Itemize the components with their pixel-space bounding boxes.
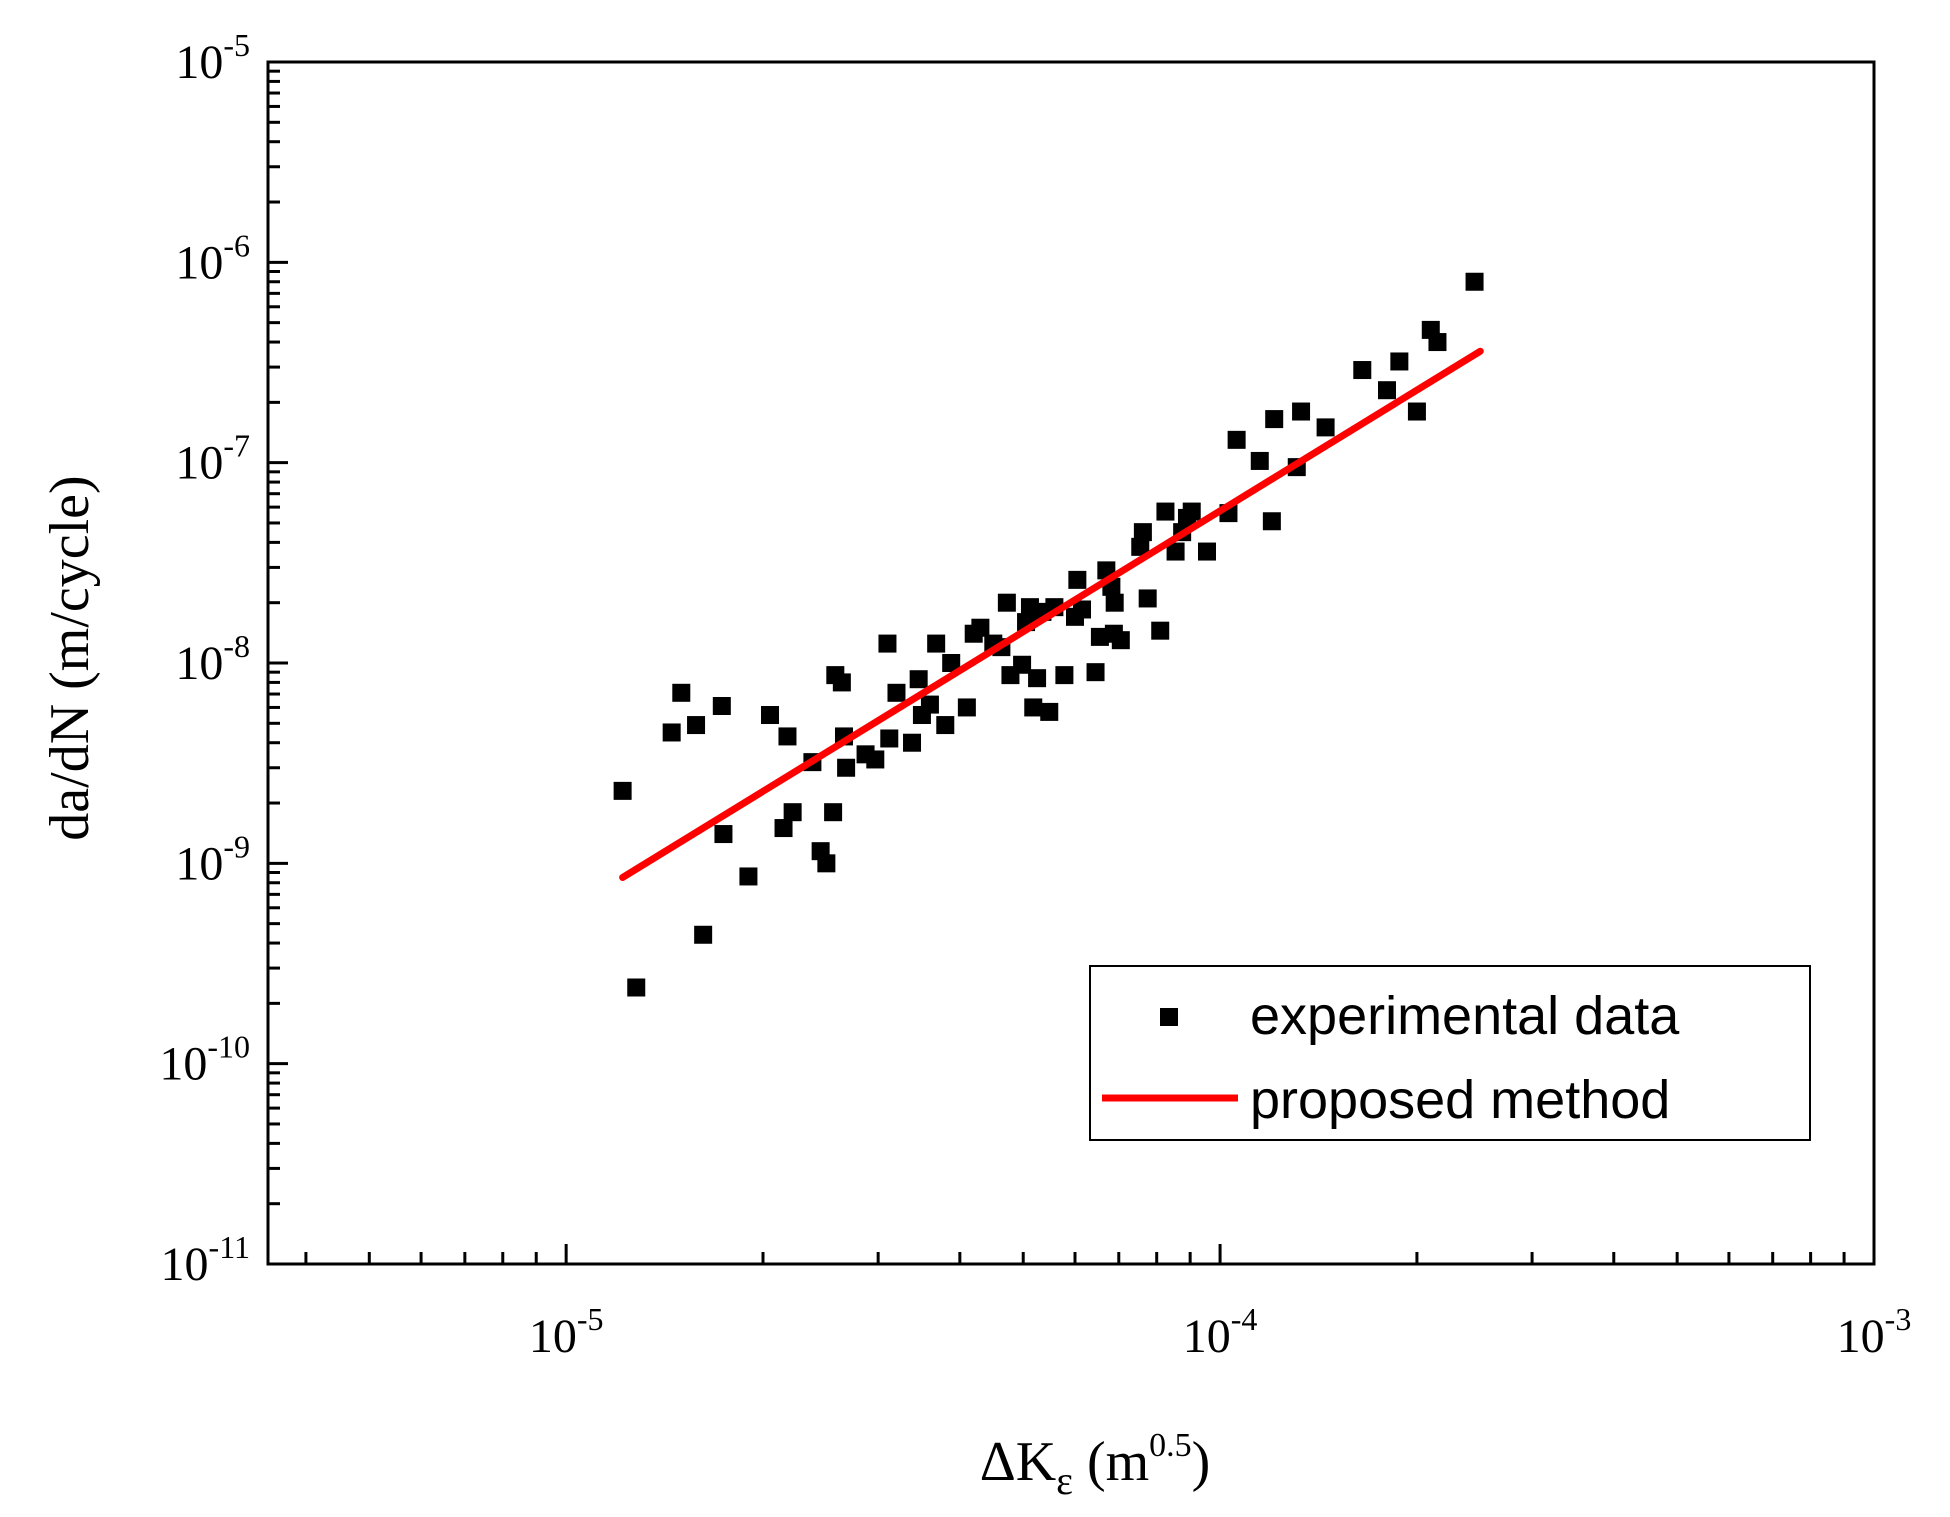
data-point bbox=[971, 618, 990, 637]
data-point bbox=[1133, 523, 1152, 542]
data-point bbox=[712, 697, 731, 716]
data-point bbox=[1428, 333, 1447, 352]
data-point bbox=[672, 683, 691, 702]
fit-line bbox=[619, 347, 1484, 881]
x-axis-title-unit-close: ) bbox=[1192, 1431, 1211, 1493]
data-point bbox=[1111, 631, 1130, 650]
data-point bbox=[1086, 663, 1105, 682]
data-point bbox=[613, 781, 632, 800]
y-tick-label: 10-9 bbox=[175, 828, 250, 890]
data-point bbox=[687, 716, 706, 735]
data-point bbox=[1197, 542, 1216, 561]
legend-label-experimental-data: experimental data bbox=[1250, 986, 1680, 1046]
data-point bbox=[878, 634, 897, 653]
legend-marker-experimental-data bbox=[1160, 1008, 1178, 1026]
data-point bbox=[909, 670, 928, 689]
x-axis-title-subscript: ε bbox=[1056, 1458, 1073, 1503]
data-point bbox=[662, 723, 681, 742]
data-point bbox=[1465, 272, 1484, 291]
data-point bbox=[1105, 593, 1124, 612]
data-point bbox=[942, 654, 961, 672]
data-point bbox=[817, 854, 836, 873]
y-tick-label: 10-6 bbox=[175, 227, 250, 289]
data-point bbox=[1378, 381, 1397, 400]
x-axis-title-base: ΔK bbox=[980, 1431, 1056, 1493]
y-tick-label: 10-5 bbox=[175, 27, 250, 89]
data-point bbox=[694, 925, 713, 944]
data-point bbox=[1013, 655, 1032, 674]
x-tick-label: 10-3 bbox=[1837, 1301, 1912, 1363]
data-point bbox=[927, 634, 946, 653]
x-axis-title-unit-open: (m bbox=[1073, 1431, 1149, 1493]
data-point bbox=[739, 867, 758, 886]
fit-line-path bbox=[619, 347, 1484, 881]
data-point bbox=[837, 758, 856, 777]
y-tick-labels: 10-11 10-10 10-9 10-8 10-7 10-6 10-5 bbox=[159, 27, 250, 1291]
data-point bbox=[1028, 669, 1047, 688]
data-point bbox=[920, 695, 939, 714]
y-tick-label: 10-11 bbox=[161, 1229, 250, 1291]
data-point bbox=[887, 683, 906, 702]
data-point bbox=[714, 825, 733, 844]
data-point bbox=[1407, 402, 1426, 421]
data-point bbox=[1090, 627, 1109, 646]
data-point bbox=[1055, 666, 1074, 685]
data-point bbox=[1131, 537, 1150, 556]
data-point bbox=[1156, 502, 1175, 521]
data-point bbox=[778, 727, 797, 746]
y-tick-label: 10-7 bbox=[175, 428, 250, 490]
data-point bbox=[824, 803, 843, 822]
data-point bbox=[957, 698, 976, 717]
data-point bbox=[1390, 352, 1409, 371]
x-axis-title-unit-sup: 0.5 bbox=[1149, 1427, 1192, 1464]
data-point bbox=[1068, 570, 1087, 589]
data-point bbox=[1073, 600, 1092, 619]
data-point bbox=[1182, 502, 1201, 521]
data-point bbox=[1024, 698, 1043, 717]
data-point bbox=[1138, 589, 1157, 608]
scatter-points bbox=[613, 272, 1484, 997]
data-point bbox=[1262, 512, 1281, 531]
y-axis-title: da/dN (m/cycle) bbox=[39, 475, 101, 840]
data-point bbox=[761, 706, 780, 725]
data-point bbox=[627, 978, 646, 997]
legend-box bbox=[1089, 965, 1811, 1141]
data-point bbox=[1292, 402, 1311, 421]
data-point bbox=[1316, 418, 1335, 437]
data-point bbox=[936, 716, 955, 735]
y-tick-label: 10-10 bbox=[159, 1029, 250, 1091]
data-point bbox=[1040, 702, 1059, 721]
x-tick-label: 10-4 bbox=[1183, 1301, 1258, 1363]
x-axis-title: ΔKε (m0.5) bbox=[980, 1427, 1211, 1503]
data-point bbox=[832, 673, 851, 692]
data-point bbox=[1250, 451, 1269, 470]
data-point bbox=[903, 733, 922, 752]
data-point bbox=[783, 803, 802, 822]
data-point bbox=[997, 593, 1016, 612]
legend-label-proposed-method: proposed method bbox=[1250, 1070, 1670, 1130]
plot-frame bbox=[266, 60, 1876, 1266]
data-point bbox=[1151, 621, 1170, 640]
x-tick-labels: 10-5 10-4 10-3 bbox=[529, 1301, 1912, 1363]
data-point bbox=[1353, 361, 1372, 380]
data-point bbox=[774, 819, 793, 838]
data-point bbox=[866, 750, 885, 769]
data-point bbox=[1166, 542, 1185, 561]
data-point bbox=[1265, 410, 1284, 429]
data-point bbox=[1227, 430, 1246, 449]
legend: experimental data proposed method bbox=[1089, 965, 1811, 1141]
x-tick-label: 10-5 bbox=[529, 1301, 604, 1363]
y-tick-label: 10-8 bbox=[175, 628, 250, 690]
data-point bbox=[880, 729, 899, 748]
minor-ticks bbox=[268, 69, 1846, 1264]
